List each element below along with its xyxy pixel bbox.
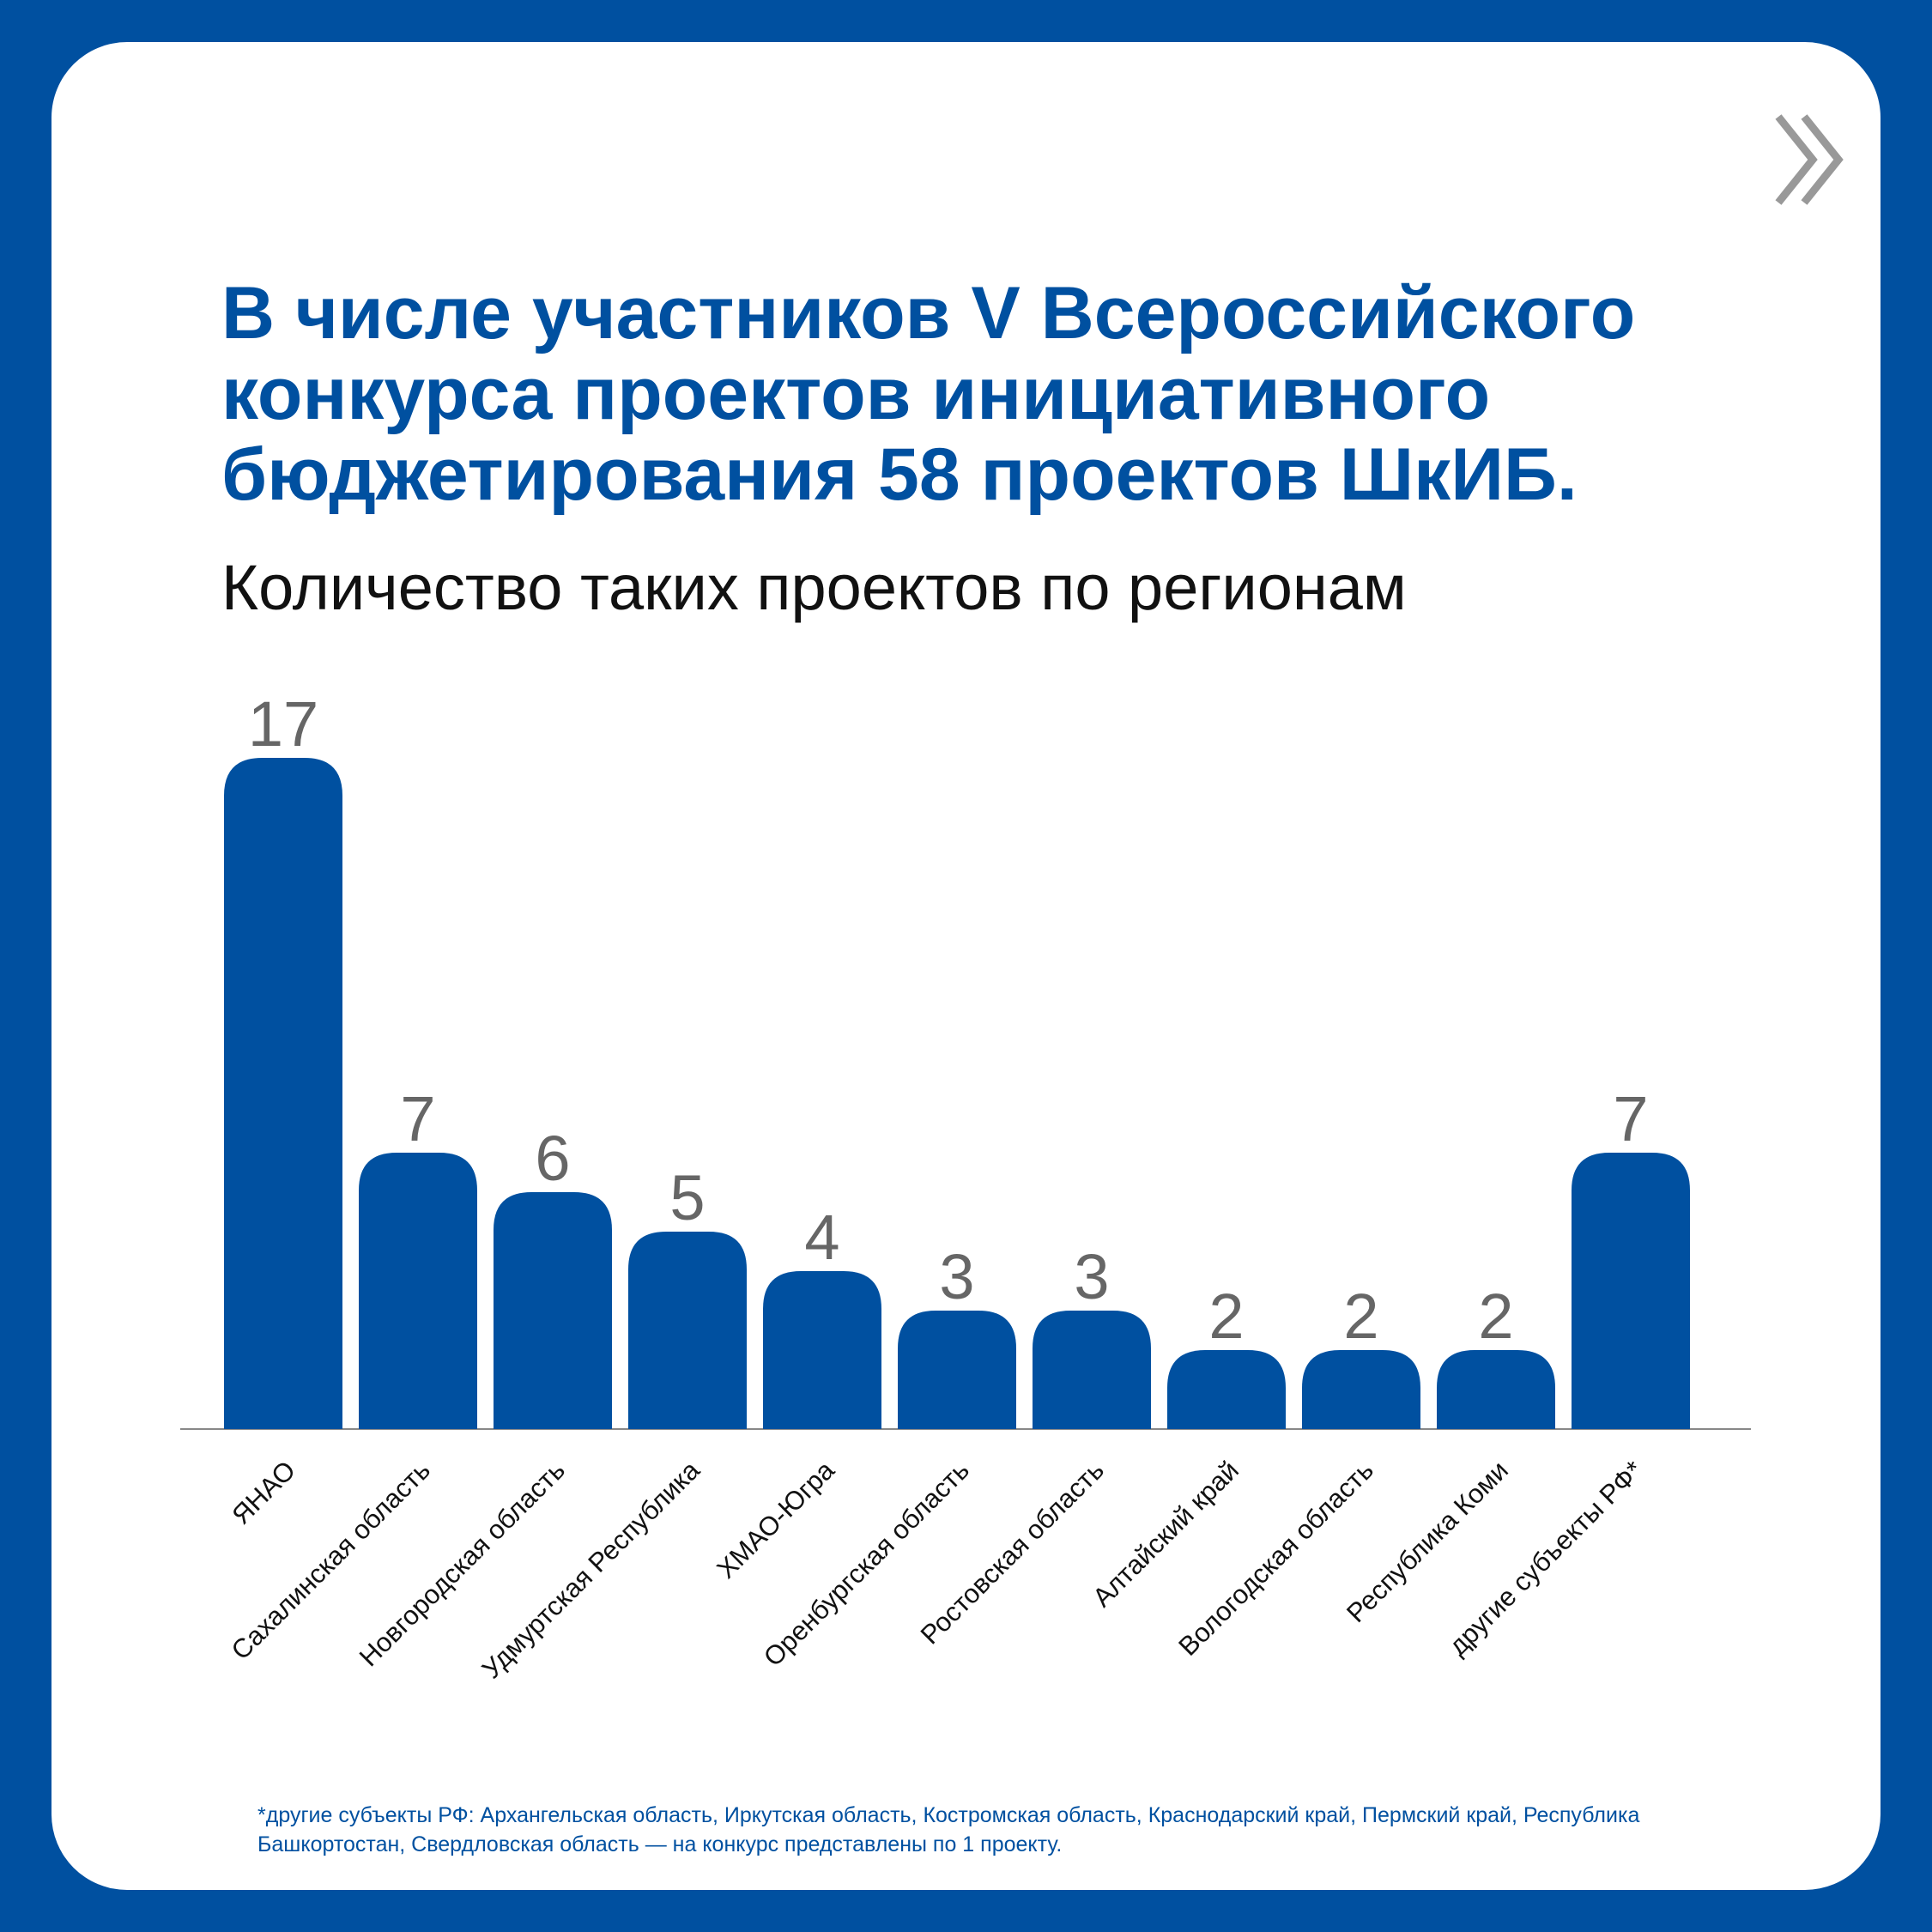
bar bbox=[224, 758, 342, 1429]
double-chevron-right-icon bbox=[1775, 114, 1844, 205]
value-label: 7 bbox=[400, 1083, 435, 1154]
bar bbox=[1437, 1350, 1555, 1429]
value-label: 5 bbox=[669, 1162, 705, 1233]
bar bbox=[1302, 1350, 1420, 1429]
category-label: ЯНАО bbox=[226, 1455, 301, 1530]
value-label: 2 bbox=[1478, 1281, 1513, 1352]
value-label: 17 bbox=[248, 688, 318, 760]
bar bbox=[494, 1192, 612, 1429]
bar bbox=[628, 1232, 747, 1429]
footnote: *другие субъекты РФ: Архангельская облас… bbox=[257, 1803, 1640, 1856]
card bbox=[51, 42, 1881, 1890]
value-label: 4 bbox=[804, 1202, 839, 1273]
bar bbox=[359, 1153, 477, 1429]
value-label: 3 bbox=[1074, 1241, 1109, 1312]
category-label: Алтайский край bbox=[1087, 1455, 1245, 1613]
bar bbox=[1033, 1311, 1151, 1429]
value-label: 7 bbox=[1613, 1083, 1648, 1154]
chart-subtitle: Количество таких проектов по регионам bbox=[221, 552, 1407, 623]
bar bbox=[763, 1271, 881, 1429]
bar bbox=[1167, 1350, 1286, 1429]
category-label: Удмуртская Республика bbox=[476, 1455, 706, 1685]
value-label: 3 bbox=[939, 1241, 974, 1312]
value-label: 2 bbox=[1208, 1281, 1244, 1352]
value-label: 2 bbox=[1343, 1281, 1378, 1352]
page-title: В числе участников V Всероссийского конк… bbox=[221, 272, 1636, 516]
bar bbox=[1572, 1153, 1690, 1429]
bar bbox=[898, 1311, 1016, 1429]
value-label: 6 bbox=[535, 1123, 570, 1194]
category-label: ХМАО-Югра bbox=[711, 1455, 840, 1584]
